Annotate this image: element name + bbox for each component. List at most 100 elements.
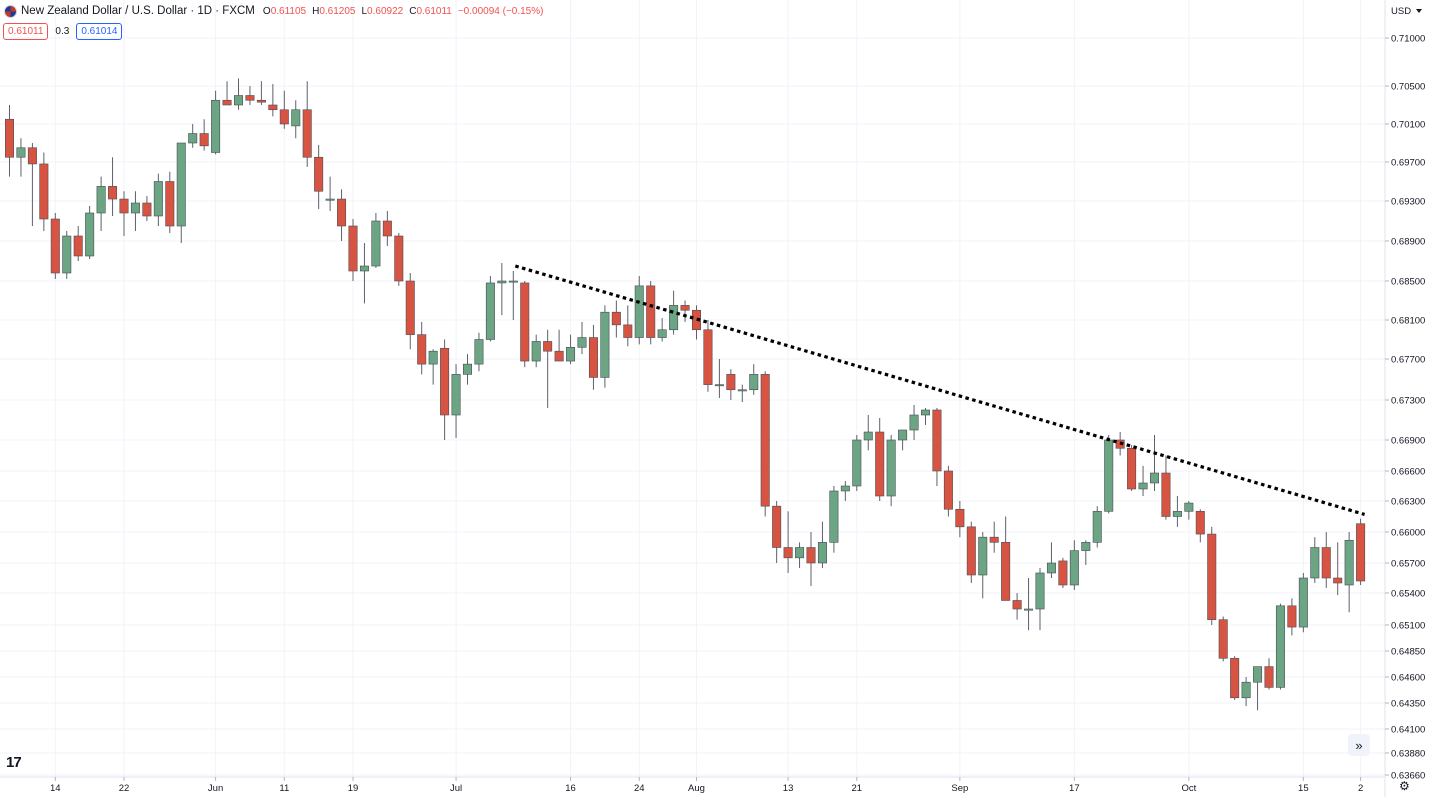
candle: [691, 305, 701, 340]
sell-button[interactable]: 0.61011: [3, 23, 49, 40]
candle-body: [348, 225, 358, 272]
time-tick-label: 13: [783, 783, 794, 794]
candle: [417, 321, 427, 375]
candle: [73, 226, 83, 261]
candle-body: [50, 218, 60, 274]
candle-body: [1127, 447, 1137, 490]
candle-body: [222, 99, 232, 106]
candle: [1275, 603, 1285, 690]
tradingview-logo-icon[interactable]: 17: [6, 754, 22, 771]
candle: [543, 329, 553, 408]
candle-body: [1161, 472, 1171, 517]
time-axis[interactable]: 14 22 Jun 11 19 Jul 16 24 Aug 13 21 Sep 17 Oct 15 2: [50, 777, 1363, 794]
candle: [577, 321, 587, 355]
candle: [50, 213, 60, 279]
price-tick-label: 0.65700: [1391, 559, 1425, 570]
candle-body: [1241, 681, 1251, 699]
time-tick-label: 16: [565, 783, 576, 794]
candle: [783, 511, 793, 573]
gear-icon[interactable]: ⚙: [1399, 779, 1410, 793]
buy-button[interactable]: 0.61014: [76, 23, 123, 40]
price-tick-label: 0.64850: [1391, 647, 1425, 658]
candle-body: [634, 285, 644, 338]
time-tick-label: Oct: [1181, 783, 1196, 794]
high-value: H0.61205: [312, 5, 356, 17]
candle-body: [554, 350, 564, 362]
candle-body: [566, 346, 576, 362]
price-tick-label: 0.70100: [1391, 120, 1425, 131]
candle-body: [531, 341, 541, 362]
candle-body: [314, 156, 324, 192]
candle-body: [920, 409, 930, 416]
candle: [1161, 455, 1171, 520]
chevron-down-icon: [1416, 9, 1422, 13]
candle-body: [863, 431, 873, 441]
candle: [1092, 506, 1102, 548]
candle-body: [749, 374, 759, 391]
candle-body: [1264, 666, 1274, 688]
low-value: L0.60922: [361, 5, 404, 17]
price-tick-label: 0.66000: [1391, 528, 1425, 539]
candle: [863, 415, 873, 451]
price-axis[interactable]: 0.71000 0.70500 0.70100 0.69700 0.69300 0.689…: [1385, 34, 1425, 782]
candle: [1058, 557, 1068, 588]
time-tick-label: Jun: [208, 783, 223, 794]
candle-body: [268, 104, 278, 111]
candle-body: [1069, 550, 1079, 586]
candle: [795, 542, 805, 568]
candle: [1333, 542, 1343, 596]
candle-body: [737, 389, 747, 392]
candle-body: [497, 280, 507, 284]
candle-body: [245, 95, 255, 101]
candle: [1081, 540, 1091, 565]
candle: [886, 435, 896, 507]
candle-body: [577, 337, 587, 348]
candle-body: [1321, 547, 1331, 579]
candle: [1344, 532, 1354, 613]
candle-body: [199, 133, 209, 147]
candle: [382, 211, 392, 246]
time-tick-label: 17: [1069, 783, 1080, 794]
candle-body: [337, 198, 347, 227]
candle-body: [600, 311, 610, 378]
candle: [1287, 598, 1297, 636]
candle: [462, 354, 472, 385]
candle: [1310, 537, 1320, 583]
candle: [359, 243, 369, 304]
candle-body: [875, 431, 885, 497]
candle-body: [886, 439, 896, 497]
candle-body: [153, 181, 163, 217]
candle-body: [1184, 502, 1194, 512]
candle-body: [966, 526, 976, 576]
currency-selector[interactable]: USD: [1388, 3, 1425, 19]
candle: [153, 173, 163, 226]
candle-body: [1024, 608, 1034, 611]
candle: [337, 189, 347, 241]
candle: [256, 81, 266, 105]
candle: [165, 171, 175, 233]
chart-legend: New Zealand Dollar / U.S. Dollar · 1D · …: [4, 3, 543, 19]
double-chevron-right-icon[interactable]: »: [1348, 734, 1370, 756]
candle: [955, 501, 965, 538]
candle-body: [1356, 523, 1366, 582]
candle: [634, 276, 644, 345]
candle: [451, 364, 461, 438]
candle-body: [703, 329, 713, 385]
candle-body: [382, 220, 392, 237]
candle: [760, 371, 770, 517]
candle: [1184, 501, 1194, 520]
candle: [16, 138, 26, 177]
symbol-title[interactable]: New Zealand Dollar / U.S. Dollar · 1D · …: [21, 5, 255, 17]
candle-body: [909, 414, 919, 431]
candle: [875, 418, 885, 501]
candle-body: [1172, 511, 1182, 517]
candle: [600, 305, 610, 388]
candle-body: [1058, 560, 1068, 586]
candle: [96, 176, 106, 231]
trend-line[interactable]: [514, 264, 1366, 516]
candle: [394, 233, 404, 286]
price-tick-label: 0.67300: [1391, 396, 1425, 407]
candle-body: [623, 324, 633, 338]
price-tick-label: 0.69300: [1391, 197, 1425, 208]
